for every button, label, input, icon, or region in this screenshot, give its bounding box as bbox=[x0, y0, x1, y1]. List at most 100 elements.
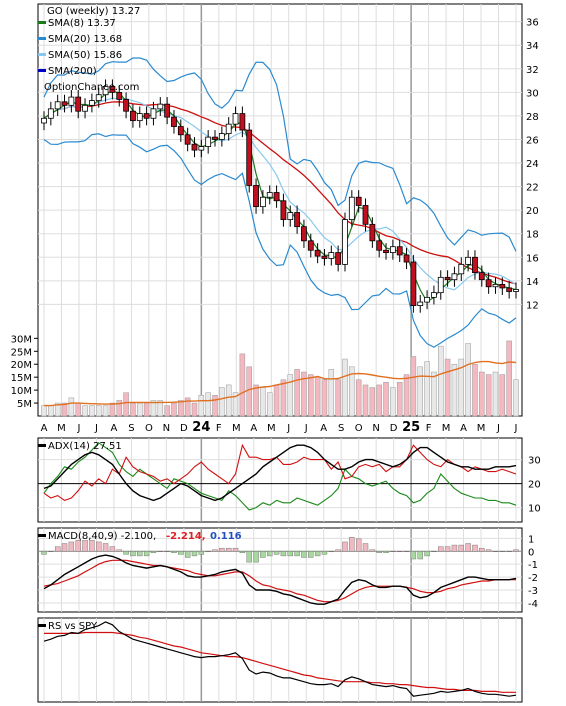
price-y-tick: 28 bbox=[526, 112, 539, 123]
volume-bar bbox=[68, 397, 75, 417]
x-tick-label: J bbox=[76, 423, 80, 434]
price-candle bbox=[506, 287, 513, 292]
volume-bar bbox=[130, 402, 136, 417]
macd-y-tick: 0 bbox=[528, 547, 534, 558]
vol-y-tick: 10M bbox=[11, 386, 32, 397]
price-candle bbox=[47, 108, 54, 119]
price-candle bbox=[478, 272, 485, 281]
volume-bar bbox=[102, 405, 109, 417]
macd-histogram-bar bbox=[390, 551, 396, 552]
x-tick-label: N bbox=[163, 423, 170, 434]
price-candle bbox=[136, 113, 143, 122]
macd-histogram-bar bbox=[342, 541, 348, 552]
price-candle bbox=[88, 100, 95, 106]
macd-histogram-bar bbox=[458, 544, 464, 552]
price-y-tick: 34 bbox=[526, 41, 539, 52]
volume-bar bbox=[61, 402, 68, 417]
volume-bar bbox=[458, 358, 465, 417]
macd-histogram-bar bbox=[321, 551, 328, 555]
price-candle bbox=[75, 96, 82, 112]
macd-histogram-bar bbox=[355, 538, 362, 552]
macd-histogram-bar bbox=[130, 551, 136, 557]
volume-bar bbox=[479, 371, 485, 417]
volume-bar bbox=[287, 374, 294, 417]
x-tick-label: 25 bbox=[402, 420, 420, 435]
macd-histogram-bar bbox=[184, 551, 191, 558]
volume-bar bbox=[137, 402, 143, 417]
volume-bar bbox=[506, 340, 512, 417]
rs-ma-line bbox=[44, 631, 516, 693]
macd-hist-label: 0.116 bbox=[210, 531, 242, 542]
volume-bar bbox=[157, 400, 164, 417]
price-candle bbox=[232, 113, 239, 125]
price-candle bbox=[437, 276, 444, 294]
volume-bar bbox=[219, 387, 225, 417]
x-tick-label: A bbox=[41, 423, 48, 434]
minus-di-line bbox=[43, 443, 517, 502]
bollinger-upper bbox=[43, 57, 517, 252]
volume-bar bbox=[116, 400, 122, 417]
price-y-tick: 26 bbox=[526, 135, 539, 146]
panel-frame-adx bbox=[37, 437, 523, 523]
price-candle bbox=[116, 91, 123, 100]
volume-bar bbox=[239, 353, 246, 417]
x-tick-label: M bbox=[477, 423, 486, 434]
macd-histogram-bar bbox=[239, 551, 246, 554]
sma50-line bbox=[43, 101, 517, 285]
legend-sma200: SMA(200) bbox=[48, 66, 97, 77]
volume-bar bbox=[273, 384, 280, 417]
volume-bar bbox=[253, 384, 259, 417]
adx-legend: ADX(14) 27.51 bbox=[38, 441, 122, 452]
volume-bar bbox=[335, 379, 341, 417]
grid-layer bbox=[37, 3, 523, 703]
x-tick-label: S bbox=[338, 423, 344, 434]
price-title: GO (weekly) 13.27 bbox=[47, 6, 140, 17]
price-candle bbox=[198, 146, 205, 151]
series-layer bbox=[41, 57, 519, 697]
x-tick-label: J bbox=[304, 423, 308, 434]
macd-histogram-bar bbox=[232, 547, 239, 552]
macd-signal-line bbox=[43, 559, 516, 603]
volume-bar bbox=[225, 384, 232, 417]
price-candle bbox=[287, 212, 294, 221]
macd-histogram-bar bbox=[102, 543, 109, 552]
adx-swatch bbox=[38, 444, 46, 447]
macd-histogram-bar bbox=[171, 551, 177, 554]
price-candle bbox=[253, 185, 259, 208]
price-candle bbox=[123, 99, 129, 112]
price-candle bbox=[355, 196, 362, 206]
price-y-tick: 24 bbox=[526, 159, 539, 170]
macd-histogram-bar bbox=[417, 551, 423, 560]
x-tick-label: A bbox=[250, 423, 257, 434]
volume-bar bbox=[41, 405, 47, 417]
macd-histogram-bar bbox=[68, 541, 75, 552]
volume-bar bbox=[191, 402, 198, 417]
volume-bar bbox=[383, 382, 389, 417]
macd-histogram-bar bbox=[438, 546, 444, 552]
volume-bar bbox=[266, 392, 273, 417]
price-candle bbox=[396, 246, 403, 256]
price-y-tick: 22 bbox=[526, 183, 539, 194]
price-candle bbox=[95, 94, 102, 102]
price-y-tick: 16 bbox=[526, 253, 539, 264]
macd-histogram-bar bbox=[41, 551, 47, 555]
macd-histogram-bar bbox=[82, 540, 88, 552]
macd-histogram-bar bbox=[349, 537, 355, 552]
volume-bar bbox=[294, 369, 300, 417]
x-tick-label: F bbox=[426, 423, 432, 434]
x-tick-label: J bbox=[286, 423, 290, 434]
volume-bar bbox=[143, 402, 150, 417]
vol-y-tick: 20M bbox=[11, 360, 32, 371]
x-tick-label: O bbox=[145, 423, 153, 434]
x-tick-label: J bbox=[94, 423, 98, 434]
price-candle bbox=[403, 254, 410, 263]
macd-histogram-bar bbox=[280, 551, 287, 557]
vol-y-tick: 15M bbox=[11, 373, 32, 384]
volume-bar bbox=[260, 387, 266, 417]
volume-bar bbox=[355, 379, 362, 417]
macd-histogram-bar bbox=[157, 551, 163, 552]
price-candle bbox=[246, 129, 253, 186]
macd-histogram-bar bbox=[96, 541, 102, 552]
x-tick-label: A bbox=[111, 423, 118, 434]
